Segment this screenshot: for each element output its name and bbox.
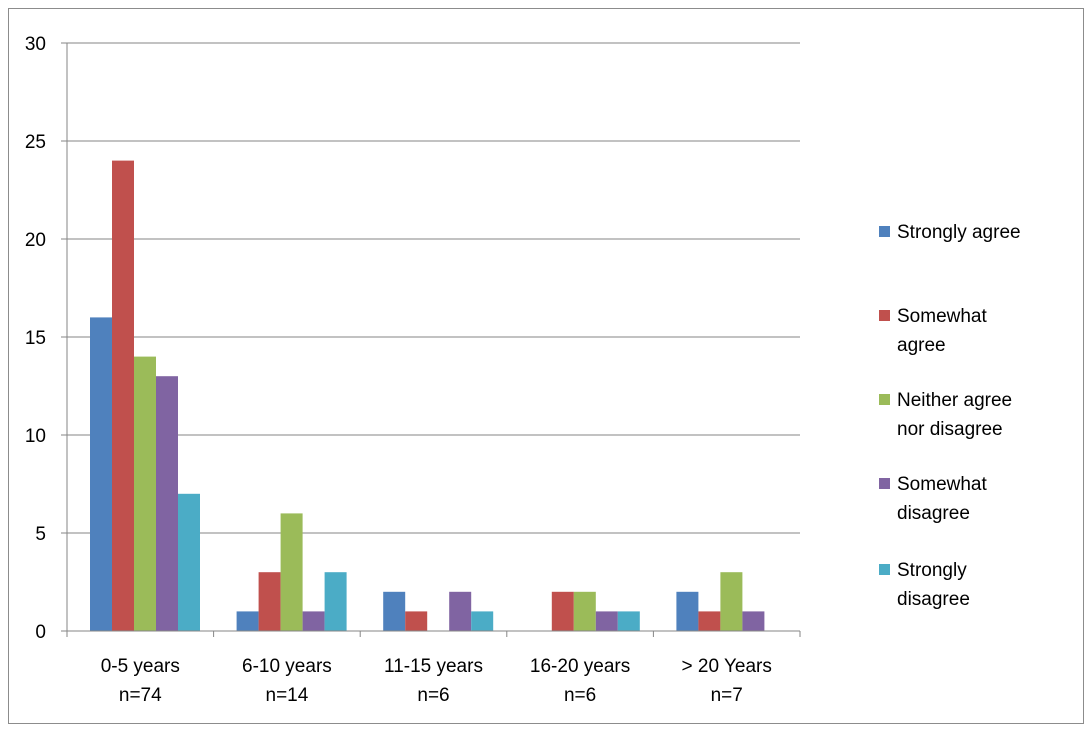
legend-swatch bbox=[879, 226, 890, 237]
axes bbox=[61, 42, 801, 637]
legend: Strongly agree Somewhat agree Neither agree… bbox=[879, 222, 1021, 610]
bar bbox=[449, 591, 472, 631]
x-category-labels: 0-5 years n=74 6-10 years n=14 11-15 years n=… bbox=[101, 656, 772, 706]
legend-swatch bbox=[879, 394, 890, 405]
legend-swatch bbox=[879, 478, 890, 489]
bar bbox=[90, 317, 112, 631]
legend-label: nor disagree bbox=[897, 419, 1003, 440]
legend-label: agree bbox=[897, 335, 946, 356]
x-category-label: n=74 bbox=[119, 685, 162, 706]
bar bbox=[617, 611, 640, 631]
bar bbox=[134, 356, 156, 631]
legend-label: disagree bbox=[897, 589, 970, 610]
bar bbox=[405, 611, 428, 631]
legend-label: disagree bbox=[897, 503, 970, 524]
bar bbox=[383, 591, 406, 631]
bar bbox=[742, 611, 765, 631]
bar bbox=[471, 611, 494, 631]
bar bbox=[258, 572, 281, 631]
y-tick-labels: 0 5 10 15 20 25 30 bbox=[25, 34, 46, 643]
bar bbox=[236, 611, 259, 631]
x-category-label: 0-5 years bbox=[101, 656, 180, 677]
x-category-label: > 20 Years bbox=[682, 656, 772, 677]
bar bbox=[720, 572, 743, 631]
bar bbox=[676, 591, 699, 631]
y-tick-label: 25 bbox=[25, 132, 46, 153]
x-category-label: n=6 bbox=[417, 685, 449, 706]
legend-label: Somewhat bbox=[897, 306, 987, 327]
x-category-label: n=6 bbox=[564, 685, 596, 706]
bars bbox=[90, 160, 765, 631]
x-category-label: n=14 bbox=[266, 685, 309, 706]
bar bbox=[595, 611, 618, 631]
y-tick-label: 10 bbox=[25, 426, 46, 447]
bar bbox=[156, 376, 178, 631]
bar bbox=[302, 611, 325, 631]
bar bbox=[573, 591, 596, 631]
bar bbox=[280, 513, 303, 631]
x-category-label: n=7 bbox=[711, 685, 743, 706]
legend-label: Strongly agree bbox=[897, 222, 1021, 243]
bar bbox=[698, 611, 721, 631]
legend-label: Somewhat bbox=[897, 474, 987, 495]
x-category-label: 6-10 years bbox=[242, 656, 332, 677]
x-category-label: 16-20 years bbox=[530, 656, 630, 677]
x-category-label: 11-15 years bbox=[384, 656, 483, 677]
legend-label: Strongly bbox=[897, 560, 967, 581]
y-tick-label: 0 bbox=[35, 622, 46, 643]
y-tick-label: 15 bbox=[25, 328, 46, 349]
bar bbox=[178, 493, 200, 631]
legend-label: Neither agree bbox=[897, 390, 1012, 411]
y-tick-label: 5 bbox=[35, 524, 46, 545]
bar bbox=[551, 591, 574, 631]
bar bbox=[324, 572, 347, 631]
y-tick-label: 30 bbox=[25, 34, 46, 55]
y-tick-label: 20 bbox=[25, 230, 46, 251]
legend-swatch bbox=[879, 564, 890, 575]
legend-swatch bbox=[879, 310, 890, 321]
bar bbox=[112, 160, 134, 631]
